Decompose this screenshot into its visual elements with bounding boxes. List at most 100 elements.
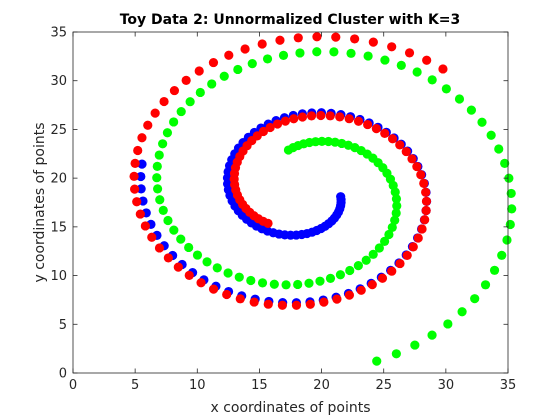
data-point — [412, 67, 422, 77]
x-axis-label: x coordinates of points — [210, 400, 370, 416]
data-point — [169, 225, 179, 235]
data-point — [350, 34, 360, 44]
data-point — [312, 47, 322, 57]
data-point — [162, 128, 173, 138]
data-point — [233, 64, 243, 75]
data-point — [419, 178, 429, 188]
data-point — [132, 197, 142, 207]
y-tick-label: 30 — [50, 74, 67, 89]
data-point — [184, 242, 194, 253]
y-tick-label: 20 — [50, 172, 67, 187]
data-point — [152, 173, 162, 183]
data-point — [278, 50, 289, 60]
data-point — [391, 194, 402, 204]
data-point — [377, 273, 388, 283]
data-point — [443, 319, 453, 329]
data-point — [331, 32, 341, 42]
data-point — [195, 87, 205, 98]
data-point — [384, 229, 394, 240]
data-point — [319, 297, 329, 307]
data-point — [263, 299, 273, 309]
data-point — [247, 59, 257, 69]
data-point — [380, 55, 390, 65]
data-point — [387, 222, 397, 233]
x-tick-label: 35 — [500, 378, 517, 393]
data-point — [356, 285, 366, 295]
data-point — [184, 270, 194, 280]
data-point — [152, 161, 162, 171]
data-point — [293, 33, 303, 43]
data-point — [416, 170, 426, 180]
data-point — [176, 234, 186, 244]
data-point — [361, 255, 371, 265]
data-point — [208, 57, 219, 68]
data-point — [344, 290, 355, 300]
data-point — [129, 171, 139, 181]
data-point — [169, 85, 180, 96]
data-point — [136, 184, 146, 194]
data-point — [212, 263, 222, 273]
data-point — [295, 48, 305, 58]
data-point — [454, 94, 465, 104]
data-point — [223, 268, 233, 278]
data-point — [505, 219, 515, 230]
data-point — [235, 294, 245, 304]
x-tick-label: 20 — [313, 378, 330, 393]
data-point — [497, 250, 507, 260]
data-point — [154, 150, 164, 160]
data-point — [486, 130, 496, 140]
data-point — [143, 120, 153, 130]
data-point — [280, 116, 290, 126]
data-point — [412, 161, 422, 172]
data-point — [272, 119, 283, 129]
data-point — [372, 356, 382, 366]
plot-area-frame — [72, 31, 509, 374]
data-point — [137, 133, 147, 143]
data-point — [441, 84, 451, 94]
data-point — [269, 279, 279, 289]
series-2 — [129, 32, 448, 310]
data-point — [417, 224, 427, 234]
data-point — [176, 106, 186, 117]
x-axis: 0 5 10 15 20 25 30 35 — [69, 32, 516, 393]
data-point — [289, 114, 299, 124]
data-point — [135, 209, 145, 219]
data-point — [395, 140, 405, 150]
data-point — [185, 97, 195, 107]
data-point — [234, 272, 244, 282]
data-point — [421, 187, 431, 197]
data-point — [504, 173, 514, 183]
data-point — [202, 257, 212, 267]
data-point — [438, 64, 448, 74]
data-point — [367, 280, 377, 290]
data-point — [163, 215, 173, 226]
data-point — [363, 119, 373, 130]
data-point — [169, 117, 179, 127]
data-point — [325, 111, 335, 121]
data-point — [396, 60, 406, 71]
data-point — [335, 112, 345, 122]
data-point — [150, 108, 160, 118]
data-point — [380, 128, 390, 138]
x-tick-label: 15 — [251, 378, 268, 393]
data-point — [346, 48, 356, 58]
data-point — [257, 39, 267, 49]
data-point — [155, 195, 165, 205]
data-point — [159, 96, 169, 107]
data-point — [265, 122, 275, 133]
y-tick-label: 10 — [50, 269, 67, 284]
data-point — [421, 196, 432, 206]
data-point — [275, 35, 285, 45]
data-point — [368, 37, 378, 47]
data-point — [421, 205, 431, 216]
data-point — [262, 54, 273, 64]
data-point — [317, 136, 327, 146]
data-point — [390, 187, 400, 197]
data-point — [427, 330, 437, 340]
data-point — [312, 32, 322, 42]
series-3 — [152, 47, 517, 366]
data-point — [222, 289, 232, 300]
y-axis: 0 5 10 15 20 25 30 35 — [50, 26, 508, 382]
